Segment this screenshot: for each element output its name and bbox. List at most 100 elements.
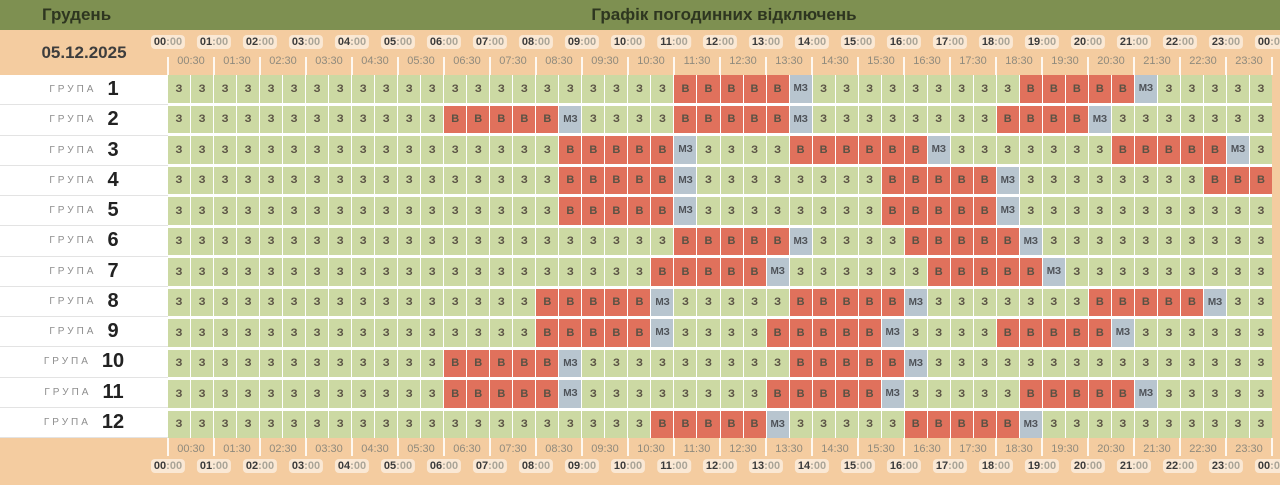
half-hour-label: 01:30 [223,55,251,67]
slot-cell: В [950,258,973,286]
slot-cell: З [375,319,398,347]
slot-cell: З [1249,288,1272,316]
half-hour-label: 11:30 [683,55,711,67]
slot-cell: З [398,166,421,194]
slot-cell: З [191,197,214,225]
group-label-row: ГРУПА 9 [0,317,168,348]
hour-label: 22:00 [1162,459,1198,473]
slot-cell: З [927,349,950,377]
slot-cell: З [1065,258,1088,286]
slot-cell: З [697,166,720,194]
slot-cell: З [605,349,628,377]
slot-cell: З [513,410,536,438]
slot-cell: З [191,410,214,438]
slot-cell: З [329,380,352,408]
slot-cell: В [881,197,904,225]
slot-cell: З [260,75,283,103]
slot-cell: З [214,75,237,103]
slot-cell: В [1249,166,1272,194]
slot-cell: З [398,75,421,103]
slot-cell: З [812,166,835,194]
slot-cell: В [927,258,950,286]
hour-label: 11:00 [657,459,691,473]
slot-cell: З [168,380,191,408]
slot-cell: З [168,410,191,438]
slot-cell: В [490,105,513,133]
slot-cell: В [467,380,490,408]
slot-cell: З [1111,105,1134,133]
slot-cell: МЗ [559,105,582,133]
slot-cell: З [536,227,559,255]
group-label-prefix: ГРУПА [43,416,91,428]
slot-cell: З [306,105,329,133]
slot-cell: З [559,75,582,103]
slot-cell: З [237,349,260,377]
hour-label: 01:00 [196,459,232,473]
hour-label: 12:00 [702,35,738,49]
hour-tick [1225,57,1227,75]
slot-cell: З [375,258,398,286]
slot-cell: З [950,136,973,164]
slot-cell: В [904,136,927,164]
slot-cell: З [1203,197,1226,225]
slot-cell: З [398,319,421,347]
group-3-row: З З З З З З З З З З З З З З З З З В В В В В МЗ З З З З В В В В В В МЗ З З З З… [168,136,1272,164]
half-hour-label: 05:30 [407,55,435,67]
slot-cell: В [559,288,582,316]
slot-cell: В [927,410,950,438]
slot-cell: З [1042,166,1065,194]
group-label-prefix: ГРУПА [44,386,92,398]
slot-cell: З [214,288,237,316]
slot-cell: В [674,410,697,438]
hour-tick [1133,57,1135,75]
slot-cell: В [674,258,697,286]
slot-cell: МЗ [1226,136,1249,164]
group-number: 6 [107,229,119,252]
slot-cell: З [1065,410,1088,438]
hour-tick [351,438,353,456]
slot-cell: З [191,288,214,316]
hour-tick [351,57,353,75]
slot-cell: З [168,258,191,286]
slot-cell: В [697,75,720,103]
hour-tick [581,438,583,456]
slot-cell: З [260,410,283,438]
group-label-prefix: ГРУПА [49,174,97,186]
slot-cell: З [582,410,605,438]
slot-cell: З [237,410,260,438]
group-label-row: ГРУПА 8 [0,287,168,317]
slot-cell: З [835,197,858,225]
slot-cell: З [973,136,996,164]
slot-cell: З [835,75,858,103]
slot-cell: З [858,227,881,255]
slot-cell: З [904,105,927,133]
slot-cell: В [881,349,904,377]
slot-cell: З [513,288,536,316]
slot-cell: З [789,258,812,286]
slot-cell: З [996,136,1019,164]
slot-cell: В [927,166,950,194]
hour-label: 13:00 [748,35,784,49]
slot-cell: В [1019,258,1042,286]
slot-cell: З [375,349,398,377]
slot-cell: З [1065,197,1088,225]
half-hour-label: 18:30 [1005,443,1033,455]
hour-tick [857,438,859,456]
hour-label: 13:00 [748,459,784,473]
half-hour-label: 00:30 [177,443,205,455]
half-hour-label: 07:30 [499,443,527,455]
slot-cell: В [996,319,1019,347]
slot-cell: МЗ [927,136,950,164]
hour-tick [1271,57,1273,75]
slot-cell: В [605,136,628,164]
slot-cell: В [1088,288,1111,316]
slot-cell: З [1226,75,1249,103]
slot-cell: З [1088,410,1111,438]
hour-label: 03:00 [288,35,324,49]
slot-cell: З [559,227,582,255]
slot-cell: З [398,349,421,377]
slot-cell: З [812,75,835,103]
group-label-prefix: ГРУПА [49,84,97,96]
half-hour-label: 04:30 [361,55,389,67]
slot-cell: З [306,258,329,286]
